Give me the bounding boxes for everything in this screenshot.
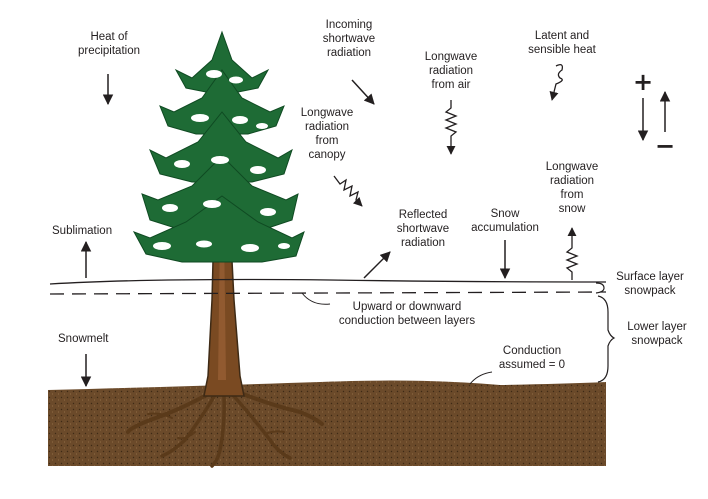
conduction-zero-leader [469, 371, 493, 385]
longwave-air-arrow [444, 100, 458, 155]
incoming-shortwave-label: Incoming shortwave radiation [322, 19, 376, 59]
conduction-between-layers-label: Upward or downward conduction between la… [338, 301, 476, 327]
longwave-air-label: Longwave radiation from air [424, 51, 478, 91]
latent-sensible-arrow [549, 64, 564, 101]
snow-surface-line [49, 278, 607, 285]
conduction-between-leader [301, 292, 331, 305]
plus-sign: + [632, 68, 654, 96]
surface-layer-bracket [595, 282, 605, 294]
canopy-snow [153, 70, 290, 252]
soil-ground [48, 380, 606, 466]
surface-layer-label: Surface layer snowpack [616, 271, 684, 297]
longwave-snow-arrow [565, 227, 579, 280]
snow-accumulation-label: Snow accumulation [471, 208, 539, 234]
tree-canopy [132, 30, 305, 263]
layer-boundary-dashed [49, 291, 607, 295]
sublimation-label: Sublimation [52, 225, 113, 237]
lower-layer-label: Lower layer snowpack [627, 321, 687, 347]
reflected-shortwave-arrow [363, 251, 391, 279]
heat-of-precipitation-label: Heat of precipitation [77, 31, 140, 57]
longwave-canopy-label: Longwave radiation from canopy [300, 107, 354, 161]
reflected-shortwave-label: Reflected shortwave radiation [396, 209, 450, 249]
lower-layer-brace [597, 295, 616, 383]
longwave-snow-label: Longwave radiation from snow [545, 161, 599, 215]
minus-sign: − [654, 132, 676, 160]
latent-sensible-label: Latent and sensible heat [528, 30, 596, 56]
conduction-zero-label: Conduction assumed = 0 [498, 345, 566, 371]
incoming-shortwave-arrow [351, 79, 375, 105]
longwave-canopy-arrow [333, 175, 363, 207]
tree-roots [126, 390, 324, 468]
snowmelt-label: Snowmelt [58, 333, 109, 345]
